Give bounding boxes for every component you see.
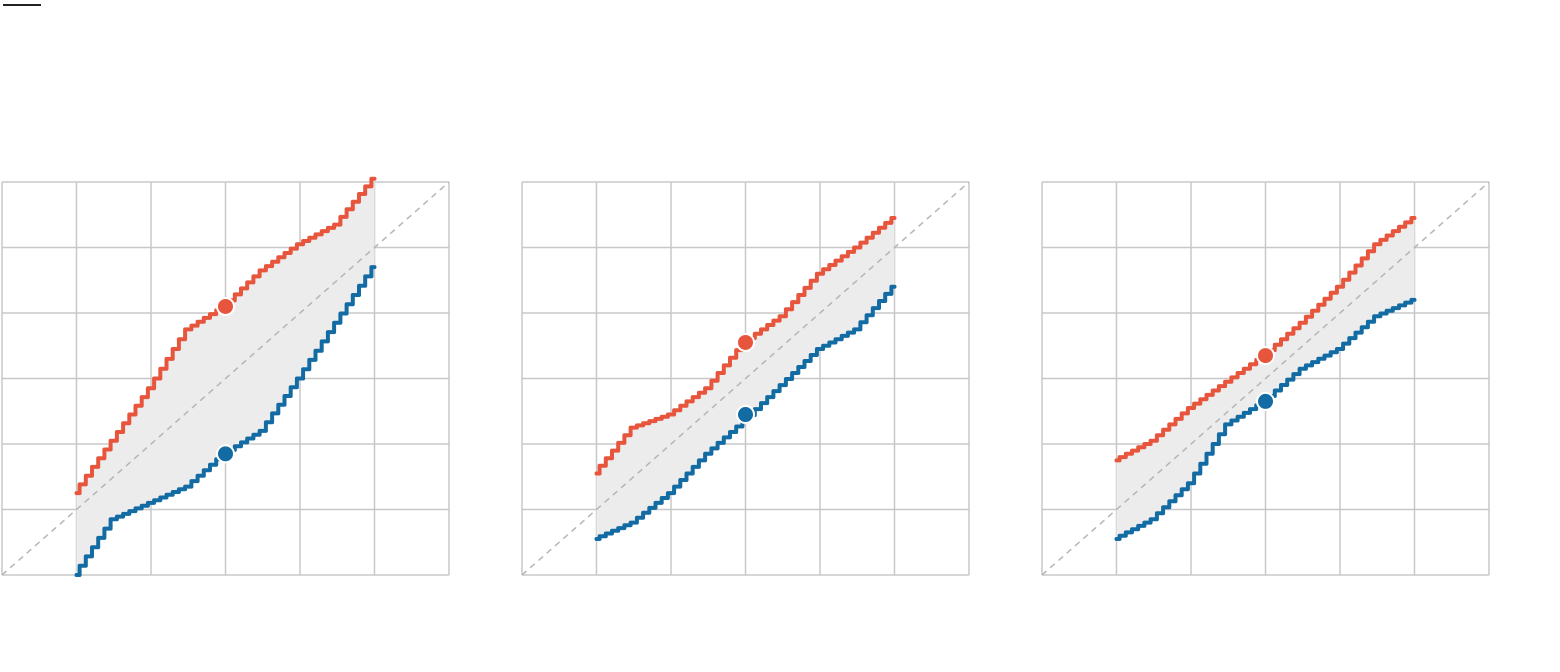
chart-panel-1 <box>1 176 450 577</box>
chart-panel-3 <box>1041 181 1490 576</box>
lower-marker <box>1256 391 1275 411</box>
corner-rule <box>3 4 41 6</box>
diagonal-reference-line <box>1041 181 1490 576</box>
upper-marker <box>1256 346 1275 366</box>
range-band <box>76 178 375 575</box>
diagonal-reference-line <box>521 181 970 576</box>
chart-panel-2 <box>521 181 970 576</box>
lower-marker <box>736 405 755 425</box>
lower-marker <box>216 444 235 464</box>
diagonal-reference-line <box>1 181 450 576</box>
upper-marker <box>736 332 755 352</box>
upper-marker <box>216 296 235 316</box>
